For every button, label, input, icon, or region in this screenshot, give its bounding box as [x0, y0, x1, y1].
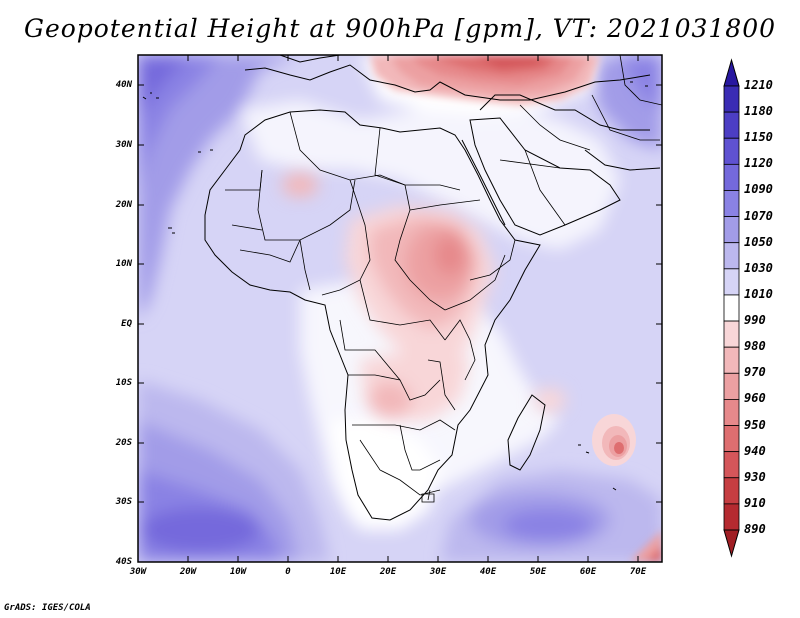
x-tick-label: 0 — [285, 567, 291, 577]
y-tick-label: 10S — [115, 378, 132, 388]
axis-ticks — [138, 55, 662, 562]
colorbar-box — [723, 190, 740, 217]
country-borders — [225, 55, 662, 503]
colorbar-box — [723, 451, 740, 479]
x-tick-label: 20W — [179, 567, 197, 577]
colorbar-box — [723, 242, 740, 270]
x-tick-label: 70E — [629, 567, 647, 577]
colorbar-level-label: 960 — [744, 391, 766, 406]
colorbar-level-label: 1070 — [744, 208, 773, 223]
page-title: Geopotential Height at 900hPa [gpm], VT:… — [23, 14, 777, 43]
x-tick-label: 50E — [529, 567, 547, 577]
colorbar-top-triangle — [723, 58, 740, 87]
y-tick-label: 40S — [115, 557, 132, 567]
colorbar-level-label: 1030 — [744, 260, 773, 275]
low-values-southeast — [440, 55, 662, 562]
high-values-central — [282, 173, 566, 420]
colorbar-level-label: 890 — [744, 522, 766, 536]
colorbar-level-label: 1180 — [744, 104, 773, 119]
colorbar-level-label: 1210 — [744, 78, 773, 92]
colorbar-box — [723, 477, 740, 505]
x-tick-label: 40E — [479, 567, 497, 577]
colorbar-box — [723, 216, 740, 244]
y-tick-label: 20N — [115, 200, 132, 210]
high-values-southeast — [630, 530, 662, 562]
low-values-west — [138, 55, 330, 562]
x-tick-label: 60E — [579, 567, 597, 577]
colorbar-level-label: 980 — [744, 339, 766, 354]
colorbar-box — [723, 294, 740, 322]
cyclone-low — [592, 414, 636, 466]
colorbar-level-label: 1150 — [744, 130, 773, 145]
x-tick-label: 10E — [329, 567, 347, 577]
colorbar-level-label: 910 — [744, 495, 766, 510]
colorbar-box — [723, 425, 740, 453]
credit-label: GrADS: IGES/COLA — [4, 603, 91, 613]
x-tick-label: 30W — [129, 567, 147, 577]
colorbar-level-label: 940 — [744, 443, 766, 458]
plot-frame — [137, 54, 663, 563]
colorbar-box — [723, 111, 740, 139]
y-tick-label: EQ — [121, 319, 132, 329]
colorbar-level-label: 930 — [744, 469, 766, 484]
y-tick-label: 30S — [115, 497, 132, 507]
y-tick-label: 20S — [115, 438, 132, 448]
y-tick-label: 30N — [115, 140, 132, 150]
colorbar-box — [723, 503, 740, 531]
colorbar-box — [723, 163, 740, 191]
y-tick-label: 10N — [115, 259, 132, 269]
colorbar-level-label: 950 — [744, 417, 766, 432]
colorbar-box — [723, 268, 740, 296]
coastlines — [204, 55, 661, 521]
colorbar-box — [723, 346, 740, 374]
colorbar-box — [723, 372, 740, 400]
y-tick-label: 40N — [115, 80, 132, 90]
colorbar-level-label: 970 — [744, 365, 766, 380]
colorbar-level-label: 1050 — [744, 234, 773, 249]
x-tick-label: 30E — [429, 567, 447, 577]
colorbar-box — [723, 320, 740, 348]
colorbar-level-label: 990 — [744, 313, 766, 328]
colorbar-box — [723, 399, 740, 426]
colorbar-level-label: 1120 — [744, 156, 773, 171]
colorbar-level-label: 1090 — [744, 182, 773, 197]
high-values-north — [370, 55, 600, 105]
islands — [142, 81, 648, 491]
x-tick-label: 10W — [229, 567, 247, 577]
colorbar-box — [723, 85, 740, 113]
colorbar-bottom-triangle — [723, 529, 740, 558]
colorbar-level-label: 1010 — [744, 286, 773, 301]
colorbar-box — [723, 137, 740, 165]
x-tick-label: 20E — [379, 567, 397, 577]
